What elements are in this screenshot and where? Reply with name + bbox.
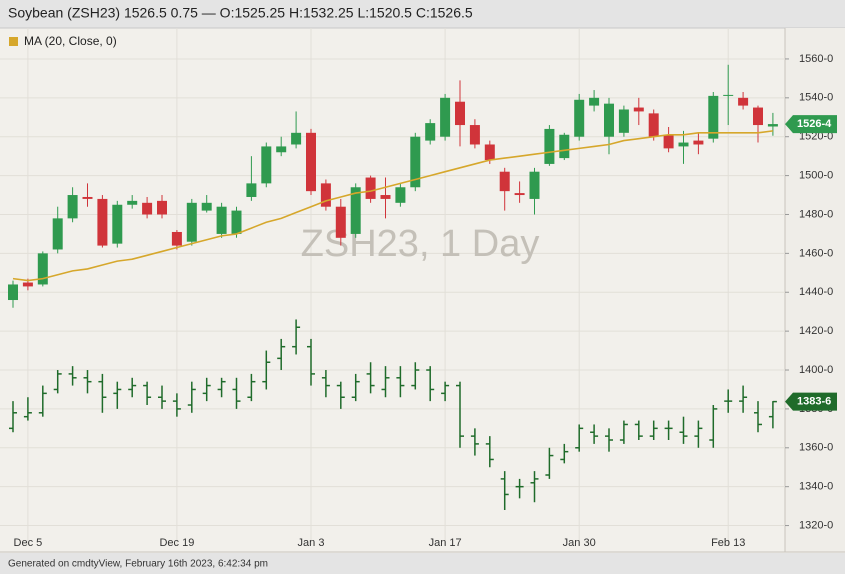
candle-body [618,109,629,133]
candle-body [261,146,272,184]
legend-label: MA (20, Close, 0) [24,34,117,48]
candle-body [633,107,644,112]
candle-body [380,195,391,199]
candle-body [484,144,495,161]
candle-body [231,210,242,234]
ma-line [12,130,774,282]
candle-body [276,146,287,153]
y-tick-label: 1460-0 [799,247,833,259]
candle-body [663,134,674,149]
candle-body [559,134,570,159]
candle-body [708,95,719,139]
y-tick-label: 1440-0 [799,286,833,298]
candle-body [216,206,227,234]
candle-body [365,177,376,199]
y-tick-label: 1560-0 [799,53,833,65]
price-tag-label: 1383-6 [797,396,831,408]
candle-body [291,132,302,145]
candle-body [678,142,689,147]
price-tag [785,115,837,134]
candle-body [142,202,153,215]
candle-body [693,140,704,145]
y-tick-label: 1400-0 [799,364,833,376]
header-bar [0,0,845,28]
candle-body [738,97,749,106]
footer-bar [0,553,845,574]
candle-body [425,123,436,141]
candle-body [186,202,197,242]
candle-body [350,187,361,234]
y-tick-label: 1420-0 [799,325,833,337]
candle-body [22,282,33,287]
price-tag-label: 1526-4 [797,118,832,130]
candle-body [723,94,734,96]
candle-body [246,183,257,197]
candle-body [499,171,510,192]
candle-body [574,99,585,137]
price-tag [785,392,837,411]
legend-swatch [9,37,18,46]
y-tick-label: 1520-0 [799,131,833,143]
candle-body [767,124,778,127]
candle-body [171,231,182,246]
candle-body [201,202,212,211]
footer: Generated on cmdtyView, February 16th 20… [8,559,268,570]
x-tick-label: Dec 5 [14,537,43,549]
chart-title: Soybean (ZSH23) 1526.5 0.75 — O:1525.25 … [8,5,473,21]
y-tick-label: 1480-0 [799,208,833,220]
candle-body [544,128,555,164]
candle-body [753,107,763,126]
candle-body [589,97,600,106]
x-tick-label: Jan 30 [563,537,596,549]
candle-body [157,200,167,215]
candle-body [395,187,406,203]
candle-body [469,125,480,145]
candle-body [604,103,614,137]
candle-body [529,171,540,199]
candle-body [320,183,331,207]
candle-body [455,101,465,126]
y-tick-label: 1340-0 [799,481,833,493]
x-tick-label: Jan 3 [298,537,325,549]
x-tick-label: Dec 19 [159,537,194,549]
candle-body [67,195,78,219]
y-tick-label: 1500-0 [799,170,833,182]
candle-body [440,97,451,137]
candle-body [82,196,93,199]
candle-body [112,204,123,244]
candle-body [335,206,346,238]
candle-body [37,253,48,285]
y-tick-label: 1360-0 [799,442,833,454]
candle-body [127,200,138,205]
y-tick-label: 1540-0 [799,92,833,104]
candle-body [8,284,18,301]
y-tick-label: 1320-0 [799,519,833,531]
candle-body [306,132,316,192]
candle-body [514,193,525,196]
candle-body [410,136,421,188]
candle-body [97,198,108,246]
x-tick-label: Jan 17 [429,537,462,549]
x-tick-label: Feb 13 [711,537,745,549]
candle-body [648,113,659,137]
candle-body [52,218,63,250]
